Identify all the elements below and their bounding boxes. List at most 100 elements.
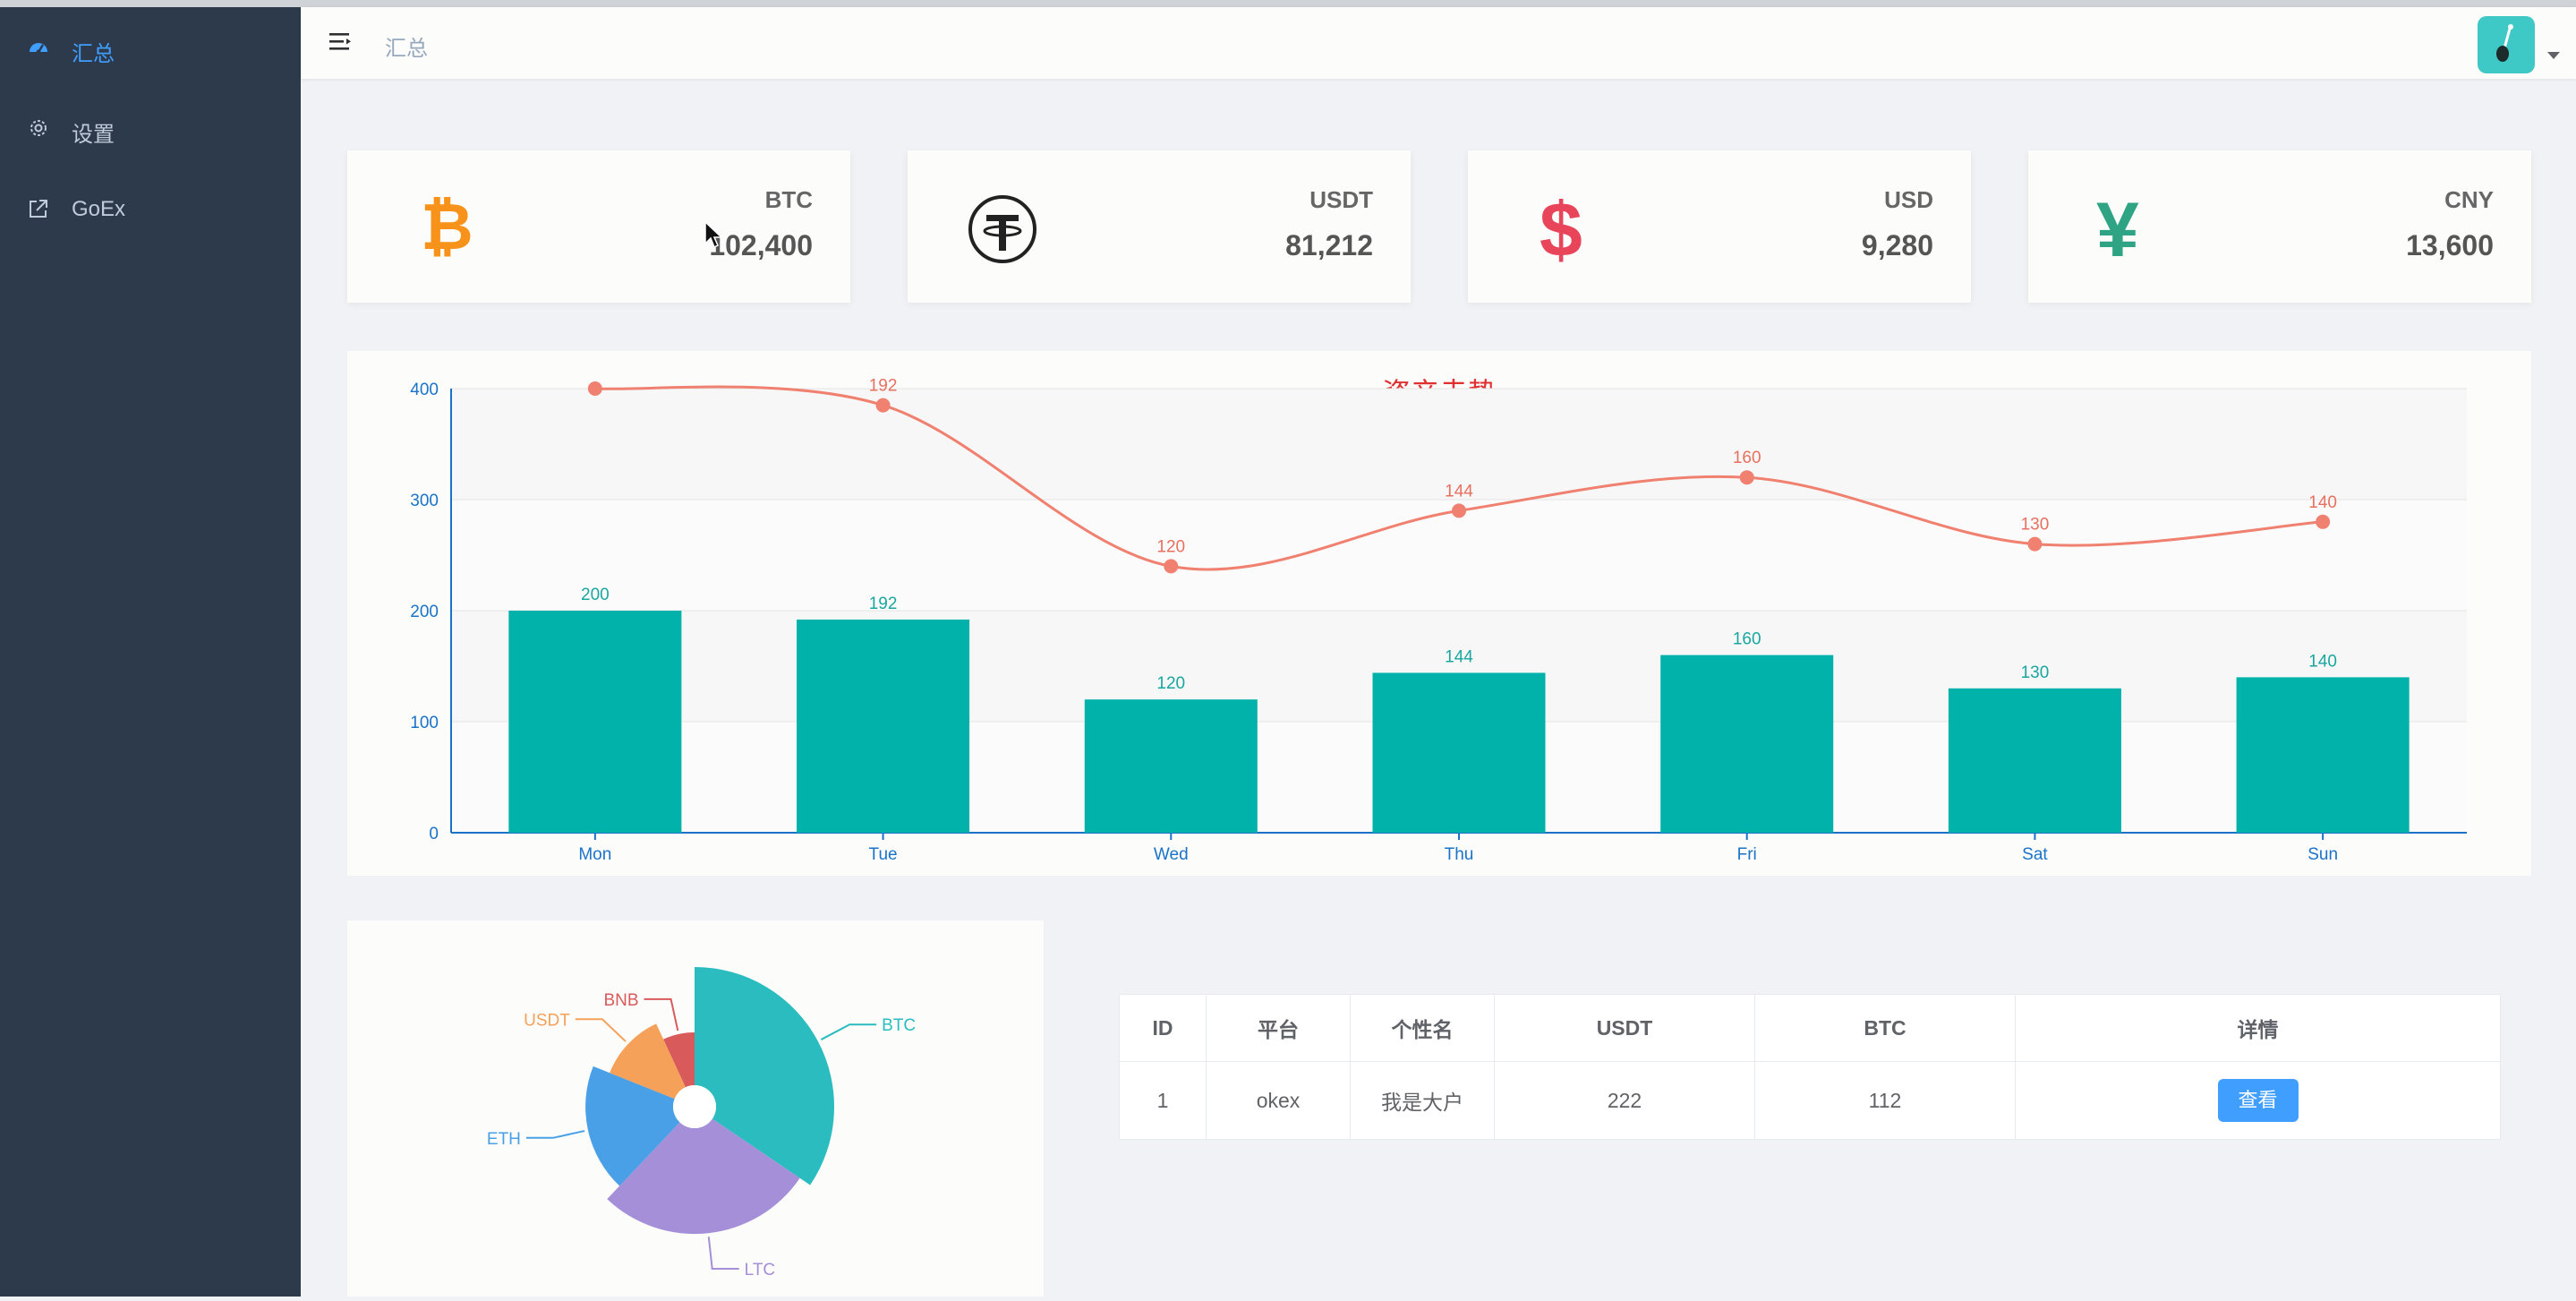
line-point[interactable] bbox=[1452, 503, 1466, 518]
pie-slice-label: ETH bbox=[487, 1130, 521, 1149]
cell-details: 查看 bbox=[2015, 1061, 2501, 1140]
line-point[interactable] bbox=[1739, 470, 1754, 485]
line-point[interactable] bbox=[1164, 559, 1179, 574]
x-tick-label: Sat bbox=[2022, 845, 2048, 864]
line-value-label: 192 bbox=[869, 377, 898, 396]
asset-card-usdt: USDT 81,212 bbox=[908, 150, 1411, 303]
pie-slice[interactable] bbox=[607, 1118, 800, 1235]
card-label: USDT bbox=[1309, 186, 1373, 213]
pie-slice-label: BNB bbox=[603, 991, 638, 1010]
x-tick-label: Wed bbox=[1154, 845, 1189, 864]
pie-label-line bbox=[820, 1023, 877, 1040]
cell-btc: 112 bbox=[1754, 1061, 2016, 1140]
sidebar-item-label: 设置 bbox=[72, 123, 115, 147]
bar-value-label: 130 bbox=[2021, 663, 2050, 682]
line-value-label: 130 bbox=[2021, 516, 2050, 535]
y-tick-label: 400 bbox=[410, 381, 439, 399]
bar-value-label: 140 bbox=[2308, 652, 2337, 671]
bar[interactable] bbox=[797, 619, 970, 833]
cell-usdt: 222 bbox=[1494, 1061, 1755, 1140]
account-table: ID 平台 个性名 USDT BTC 详情 1 okex 我是大户 222 11… bbox=[1119, 994, 2501, 1140]
hamburger-icon[interactable] bbox=[328, 29, 354, 56]
window-top-edge bbox=[0, 0, 2576, 7]
x-tick-label: Sun bbox=[2307, 845, 2338, 864]
column-header-details: 详情 bbox=[2015, 994, 2501, 1062]
gear-icon bbox=[30, 120, 47, 136]
asset-card-usd: $ USD 9,280 bbox=[1468, 150, 1971, 303]
bar[interactable] bbox=[1084, 699, 1258, 833]
card-value: 13,600 bbox=[2406, 229, 2494, 261]
sidebar-item-goex[interactable]: GoEx bbox=[0, 174, 301, 254]
line-value-label: 144 bbox=[1445, 482, 1473, 501]
table-row: 1 okex 我是大户 222 112 查看 bbox=[1119, 1061, 2501, 1140]
column-header-nickname: 个性名 bbox=[1350, 994, 1495, 1062]
dollar-icon: $ bbox=[1540, 187, 1582, 272]
svg-text:₿: ₿ bbox=[421, 192, 473, 263]
sidebar-item-label: 汇总 bbox=[72, 42, 115, 66]
pie-slice[interactable] bbox=[663, 1031, 695, 1088]
asset-card-cny: ¥ CNY 13,600 bbox=[2028, 150, 2531, 303]
mouse-cursor-icon bbox=[704, 220, 723, 249]
pie-slice[interactable] bbox=[610, 1023, 686, 1100]
line-point[interactable] bbox=[875, 398, 891, 413]
x-tick-label: Tue bbox=[869, 845, 898, 864]
pie-label-line bbox=[707, 1237, 739, 1270]
y-tick-label: 100 bbox=[410, 714, 439, 732]
column-header-btc: BTC bbox=[1754, 994, 2016, 1062]
card-label: BTC bbox=[764, 186, 813, 213]
svg-text:$: $ bbox=[1540, 187, 1582, 272]
bar[interactable] bbox=[1372, 672, 1546, 833]
line-value-label: 160 bbox=[1733, 449, 1761, 467]
bar[interactable] bbox=[1660, 655, 1834, 833]
top-navbar: 汇总 bbox=[301, 7, 2576, 79]
asset-card-btc: ₿ BTC 102,400 bbox=[347, 150, 850, 303]
cell-platform: okex bbox=[1206, 1061, 1351, 1140]
y-tick-label: 200 bbox=[410, 603, 439, 621]
x-tick-label: Fri bbox=[1737, 845, 1757, 864]
pie-slice-label: BTC bbox=[882, 1016, 916, 1035]
x-tick-label: Thu bbox=[1445, 845, 1474, 864]
bar-value-label: 120 bbox=[1156, 674, 1185, 693]
cell-id: 1 bbox=[1119, 1061, 1207, 1140]
bar[interactable] bbox=[508, 611, 682, 833]
pie-slice-label: USDT bbox=[524, 1011, 570, 1030]
bar[interactable] bbox=[2236, 677, 2410, 833]
card-label: USD bbox=[1884, 186, 1933, 213]
card-value: 81,212 bbox=[1285, 229, 1373, 261]
asset-distribution-chart: BTC LTC ETH USDT BNB bbox=[487, 967, 916, 1280]
line-point[interactable] bbox=[587, 381, 602, 396]
grid-band bbox=[451, 389, 2467, 500]
breadcrumb[interactable]: 汇总 bbox=[385, 37, 428, 61]
pie-label-line bbox=[525, 1130, 585, 1139]
line-value-label: 140 bbox=[2308, 493, 2337, 512]
sidebar-item-settings[interactable]: 设置 bbox=[0, 93, 301, 174]
line-point[interactable] bbox=[2027, 536, 2043, 552]
y-tick-label: 0 bbox=[429, 825, 439, 843]
chevron-down-icon[interactable] bbox=[2547, 52, 2560, 59]
column-header-usdt: USDT bbox=[1494, 994, 1755, 1062]
pie-label-line bbox=[644, 997, 679, 1031]
guitar-avatar-icon bbox=[2496, 24, 2513, 62]
bitcoin-icon: ₿ bbox=[421, 192, 473, 263]
pie-slice[interactable] bbox=[585, 1066, 680, 1186]
svg-text:¥: ¥ bbox=[2096, 187, 2139, 272]
bar[interactable] bbox=[1948, 688, 2121, 833]
sidebar-item-summary[interactable]: 汇总 bbox=[0, 13, 301, 93]
bar-value-label: 200 bbox=[581, 586, 610, 604]
line-point[interactable] bbox=[2316, 514, 2331, 529]
grid-band bbox=[451, 500, 2467, 611]
pie-label-line bbox=[575, 1018, 627, 1042]
bar-value-label: 144 bbox=[1445, 647, 1473, 666]
external-link-icon bbox=[30, 200, 47, 218]
y-tick-label: 300 bbox=[410, 492, 439, 510]
asset-distribution-panel: BTC LTC ETH USDT BNB bbox=[347, 920, 1044, 1297]
table-header-row: ID 平台 个性名 USDT BTC 详情 bbox=[1119, 994, 2501, 1062]
avatar[interactable] bbox=[2478, 16, 2535, 73]
bar-value-label: 192 bbox=[869, 595, 898, 613]
pie-slice[interactable] bbox=[695, 967, 835, 1185]
view-button[interactable]: 查看 bbox=[2217, 1079, 2299, 1122]
dashboard-icon bbox=[30, 43, 47, 55]
card-value: 102,400 bbox=[709, 229, 813, 261]
asset-trend-chart: 资产走势 资产 平均 0100200300400200Mon192Tue120W… bbox=[410, 377, 2467, 864]
pie-slice-label: LTC bbox=[745, 1261, 775, 1280]
